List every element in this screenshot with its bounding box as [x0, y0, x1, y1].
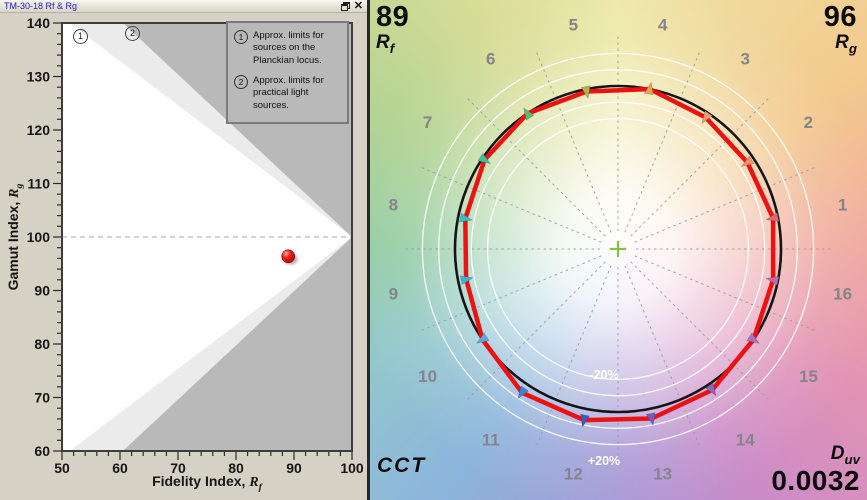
rg-symbol: Rg [835, 32, 857, 56]
legend-item-practical: 2 Approx. limits for practical light sou… [234, 75, 342, 112]
plot-border [61, 22, 353, 452]
bin-boundary-line [634, 255, 818, 333]
reference-source-circle [453, 84, 783, 414]
y-tick-label: 130 [27, 69, 51, 85]
pct-ring-90 [470, 101, 766, 397]
rf-value: 89 [376, 1, 410, 33]
hue-bin-marker-9 [459, 275, 474, 286]
hue-bin-label-3: 3 [740, 50, 749, 69]
window-title: TM-30-18 Rf & Rg [4, 0, 78, 11]
hue-bin-marker-11 [517, 385, 529, 400]
rg-value: 96 [823, 1, 857, 33]
bin-boundary-line [624, 265, 702, 449]
bin-boundary-line [534, 49, 612, 233]
rg-readout: 96 Rg [824, 3, 857, 56]
hue-bin-label-8: 8 [389, 195, 398, 214]
region-1-marker: 1 [73, 29, 88, 44]
pct-ring-80 [486, 117, 750, 381]
bin-boundary-line [418, 255, 602, 333]
y-axis-title: Gamut Index, Rg [5, 183, 25, 291]
test-source-point [281, 249, 296, 264]
window-titlebar[interactable]: TM-30-18 Rf & Rg ✕ [0, 0, 367, 13]
hue-bin-label-5: 5 [569, 15, 578, 34]
x-tick-label: 80 [228, 460, 244, 476]
duv-symbol: Duv [830, 442, 860, 467]
hue-bin-label-1: 1 [838, 195, 847, 214]
bin-boundary-line [464, 261, 606, 403]
hue-bin-label-12: 12 [564, 465, 583, 484]
plot-legend: 1 Approx. limits for sources on the Plan… [226, 21, 349, 125]
y-tick-label: 120 [27, 122, 51, 138]
hue-bin-marker-14 [705, 382, 717, 397]
legend-marker-1: 1 [234, 30, 248, 44]
x-tick-label: 60 [112, 460, 128, 476]
hue-bin-marker-13 [645, 412, 656, 426]
region-2-marker: 2 [125, 26, 140, 41]
test-source-polygon [463, 86, 776, 423]
color-vector-graphic: 1 2 3 4 5 6 7 8 9 10 11 12 13 14 15 16 -20% +20% 89 Rf 96… [367, 0, 867, 500]
hue-bin-marker-10 [476, 332, 490, 344]
y-tick-label: 60 [34, 443, 50, 459]
x-tick-label: 70 [170, 460, 186, 476]
hue-bin-label-2: 2 [804, 113, 813, 132]
x-axis-title: Fidelity Index, Rf [152, 473, 262, 493]
restore-window-icon[interactable] [340, 1, 350, 11]
x-tick-label: 50 [54, 460, 70, 476]
hue-bin-marker-2 [741, 155, 755, 167]
duv-value: 0.0032 [771, 465, 860, 496]
bin-boundary-line [634, 165, 818, 243]
hue-bin-label-9: 9 [389, 285, 398, 304]
hue-bin-label-10: 10 [418, 367, 437, 386]
y-tick-label: 100 [27, 229, 51, 245]
window-controls: ✕ [340, 0, 363, 12]
hue-bin-label-14: 14 [736, 430, 755, 449]
hue-bin-label-7: 7 [423, 113, 432, 132]
x-tick-label: 90 [286, 460, 302, 476]
hue-bin-label-11: 11 [482, 430, 500, 449]
hue-bin-marker-6 [523, 107, 535, 121]
bin-boundary-line [624, 49, 702, 233]
ring-label-minus-20: -20% [589, 368, 618, 382]
hue-bin-marker-12 [580, 413, 590, 428]
ring-label-plus-20: +20% [588, 454, 620, 468]
cct-label: CCT [377, 454, 427, 477]
hue-bin-marker-16 [765, 276, 780, 286]
y-tick-label: 110 [27, 176, 50, 192]
hue-bin-label-13: 13 [653, 465, 672, 484]
hue-bin-marker-5 [580, 85, 591, 100]
y-tick-label: 70 [34, 390, 50, 406]
hue-bin-label-15: 15 [799, 367, 818, 386]
hue-bin-marker-3 [701, 110, 713, 124]
bin-boundary-line [630, 261, 772, 403]
hue-bin-marker-15 [746, 332, 760, 344]
bin-boundary-line [418, 165, 602, 243]
rf-readout: 89 Rf [376, 3, 409, 56]
duv-readout: Duv 0.0032 [771, 443, 860, 495]
y-tick-label: 140 [27, 15, 51, 31]
y-tick-label: 80 [34, 336, 50, 352]
close-icon[interactable]: ✕ [353, 0, 363, 12]
pct-ring-120 [421, 52, 815, 446]
rf-symbol: Rf [376, 32, 395, 56]
panel-divider [367, 0, 370, 500]
bin-boundary-line [464, 95, 606, 237]
legend-item-planckian: 1 Approx. limits for sources on the Plan… [234, 30, 342, 67]
hue-bin-marker-8 [459, 212, 473, 223]
hue-bin-marker-7 [477, 152, 491, 165]
hue-bin-marker-4 [643, 81, 654, 96]
pct-ring-110 [438, 69, 798, 429]
rf-rg-window: TM-30-18 Rf & Rg ✕ 50 60 70 80 90 100 60 70 80 90… [0, 0, 367, 500]
hue-bin-label-16: 16 [833, 285, 852, 304]
x-tick-label: 100 [340, 460, 364, 476]
y-tick-label: 90 [34, 283, 50, 299]
legend-marker-2: 2 [234, 75, 248, 90]
legend-text-2: Approx. limits for practical light sourc… [253, 75, 324, 111]
hue-bin-label-6: 6 [486, 50, 495, 69]
hue-bin-label-4: 4 [658, 15, 668, 34]
legend-text-1: Approx. limits for sources on the Planck… [253, 30, 324, 66]
hue-bin-marker-1 [765, 212, 780, 222]
